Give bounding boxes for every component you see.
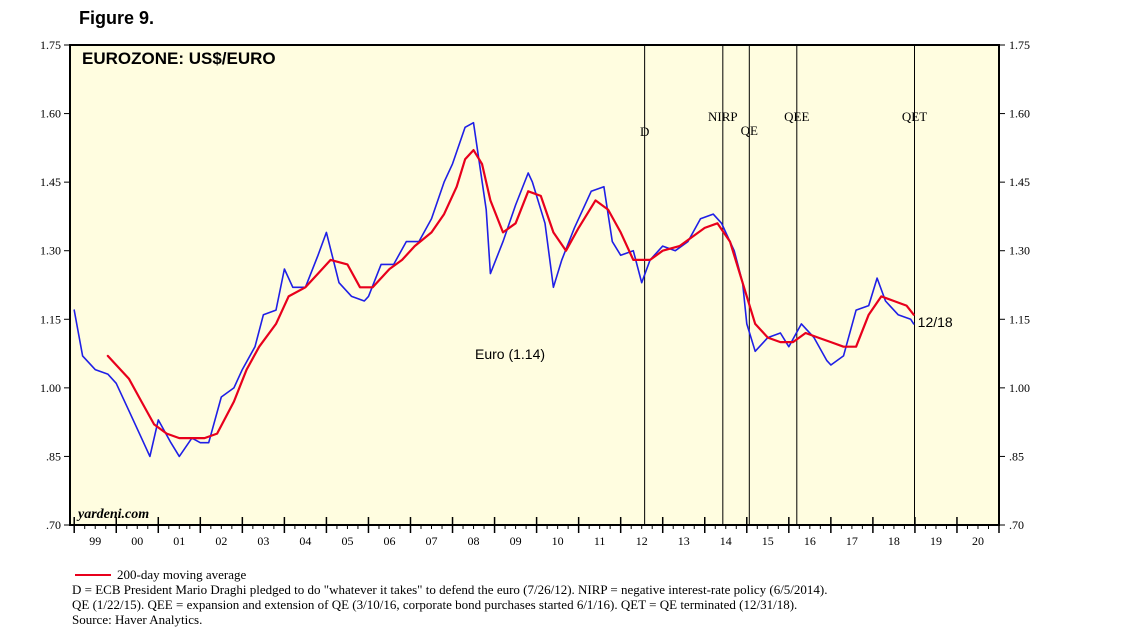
annotation-label: QE [741, 123, 758, 138]
y-tick-label-right: .70 [1009, 518, 1024, 532]
x-tick-label: 06 [383, 534, 395, 548]
x-tick-label: 99 [89, 534, 101, 548]
x-tick-label: 00 [131, 534, 143, 548]
annotation-label: NIRP [708, 109, 738, 124]
y-tick-label-right: 1.30 [1009, 244, 1030, 258]
x-tick-label: 13 [678, 534, 690, 548]
y-tick-label-left: .85 [46, 449, 61, 463]
x-tick-label: 18 [888, 534, 900, 548]
y-tick-label-left: 1.60 [40, 107, 61, 121]
x-tick-label: 17 [846, 534, 858, 548]
x-tick-label: 15 [762, 534, 774, 548]
legend-label: 200-day moving average [117, 567, 247, 582]
y-tick-label-right: .85 [1009, 449, 1024, 463]
x-tick-label: 07 [426, 534, 438, 548]
x-tick-label: 02 [215, 534, 227, 548]
plot-area [69, 44, 1000, 526]
y-tick-label-left: 1.30 [40, 244, 61, 258]
x-tick-label: 08 [468, 534, 480, 548]
x-tick-label: 20 [972, 534, 984, 548]
footnote-line: QE (1/22/15). QEE = expansion and extens… [72, 597, 798, 612]
x-tick-label: 09 [510, 534, 522, 548]
x-tick-label: 11 [594, 534, 606, 548]
x-tick-label: 16 [804, 534, 816, 548]
x-tick-label: 04 [299, 534, 311, 548]
y-tick-label-right: 1.60 [1009, 107, 1030, 121]
y-tick-label-left: 1.15 [40, 312, 61, 326]
y-tick-label-right: 1.45 [1009, 175, 1030, 189]
footnotes: 200-day moving average D = ECB President… [72, 567, 828, 627]
series-label: Euro (1.14) [475, 346, 545, 362]
moving-average-line [106, 149, 915, 440]
y-tick-label-left: 1.75 [40, 38, 61, 52]
annotation-label: D [640, 124, 649, 139]
x-tick-label: 05 [341, 534, 353, 548]
series-end-label: 12/18 [918, 314, 953, 330]
annotation-label: QET [902, 109, 927, 124]
watermark: yardeni.com [76, 507, 149, 522]
x-tick-label: 01 [173, 534, 185, 548]
y-tick-label-left: 1.00 [40, 381, 61, 395]
y-tick-label-right: 1.00 [1009, 381, 1030, 395]
y-tick-label-left: .70 [46, 518, 61, 532]
footnote-line: Source: Haver Analytics. [72, 612, 203, 627]
y-tick-label-right: 1.15 [1009, 312, 1030, 326]
x-tick-label: 10 [552, 534, 564, 548]
y-tick-label-right: 1.75 [1009, 38, 1030, 52]
x-tick-label: 12 [636, 534, 648, 548]
x-tick-label: 19 [930, 534, 942, 548]
legend: 200-day moving average [72, 567, 828, 582]
legend-swatch-ma [75, 573, 111, 576]
x-tick-label: 03 [257, 534, 269, 548]
figure-label: Figure 9. [79, 8, 155, 28]
y-tick-label-left: 1.45 [40, 175, 61, 189]
footnote-line: D = ECB President Mario Draghi pledged t… [72, 582, 828, 597]
annotation-label: QEE [784, 109, 809, 124]
chart-title: EUROZONE: US$/EURO [82, 49, 276, 68]
x-tick-label: 14 [720, 534, 732, 548]
